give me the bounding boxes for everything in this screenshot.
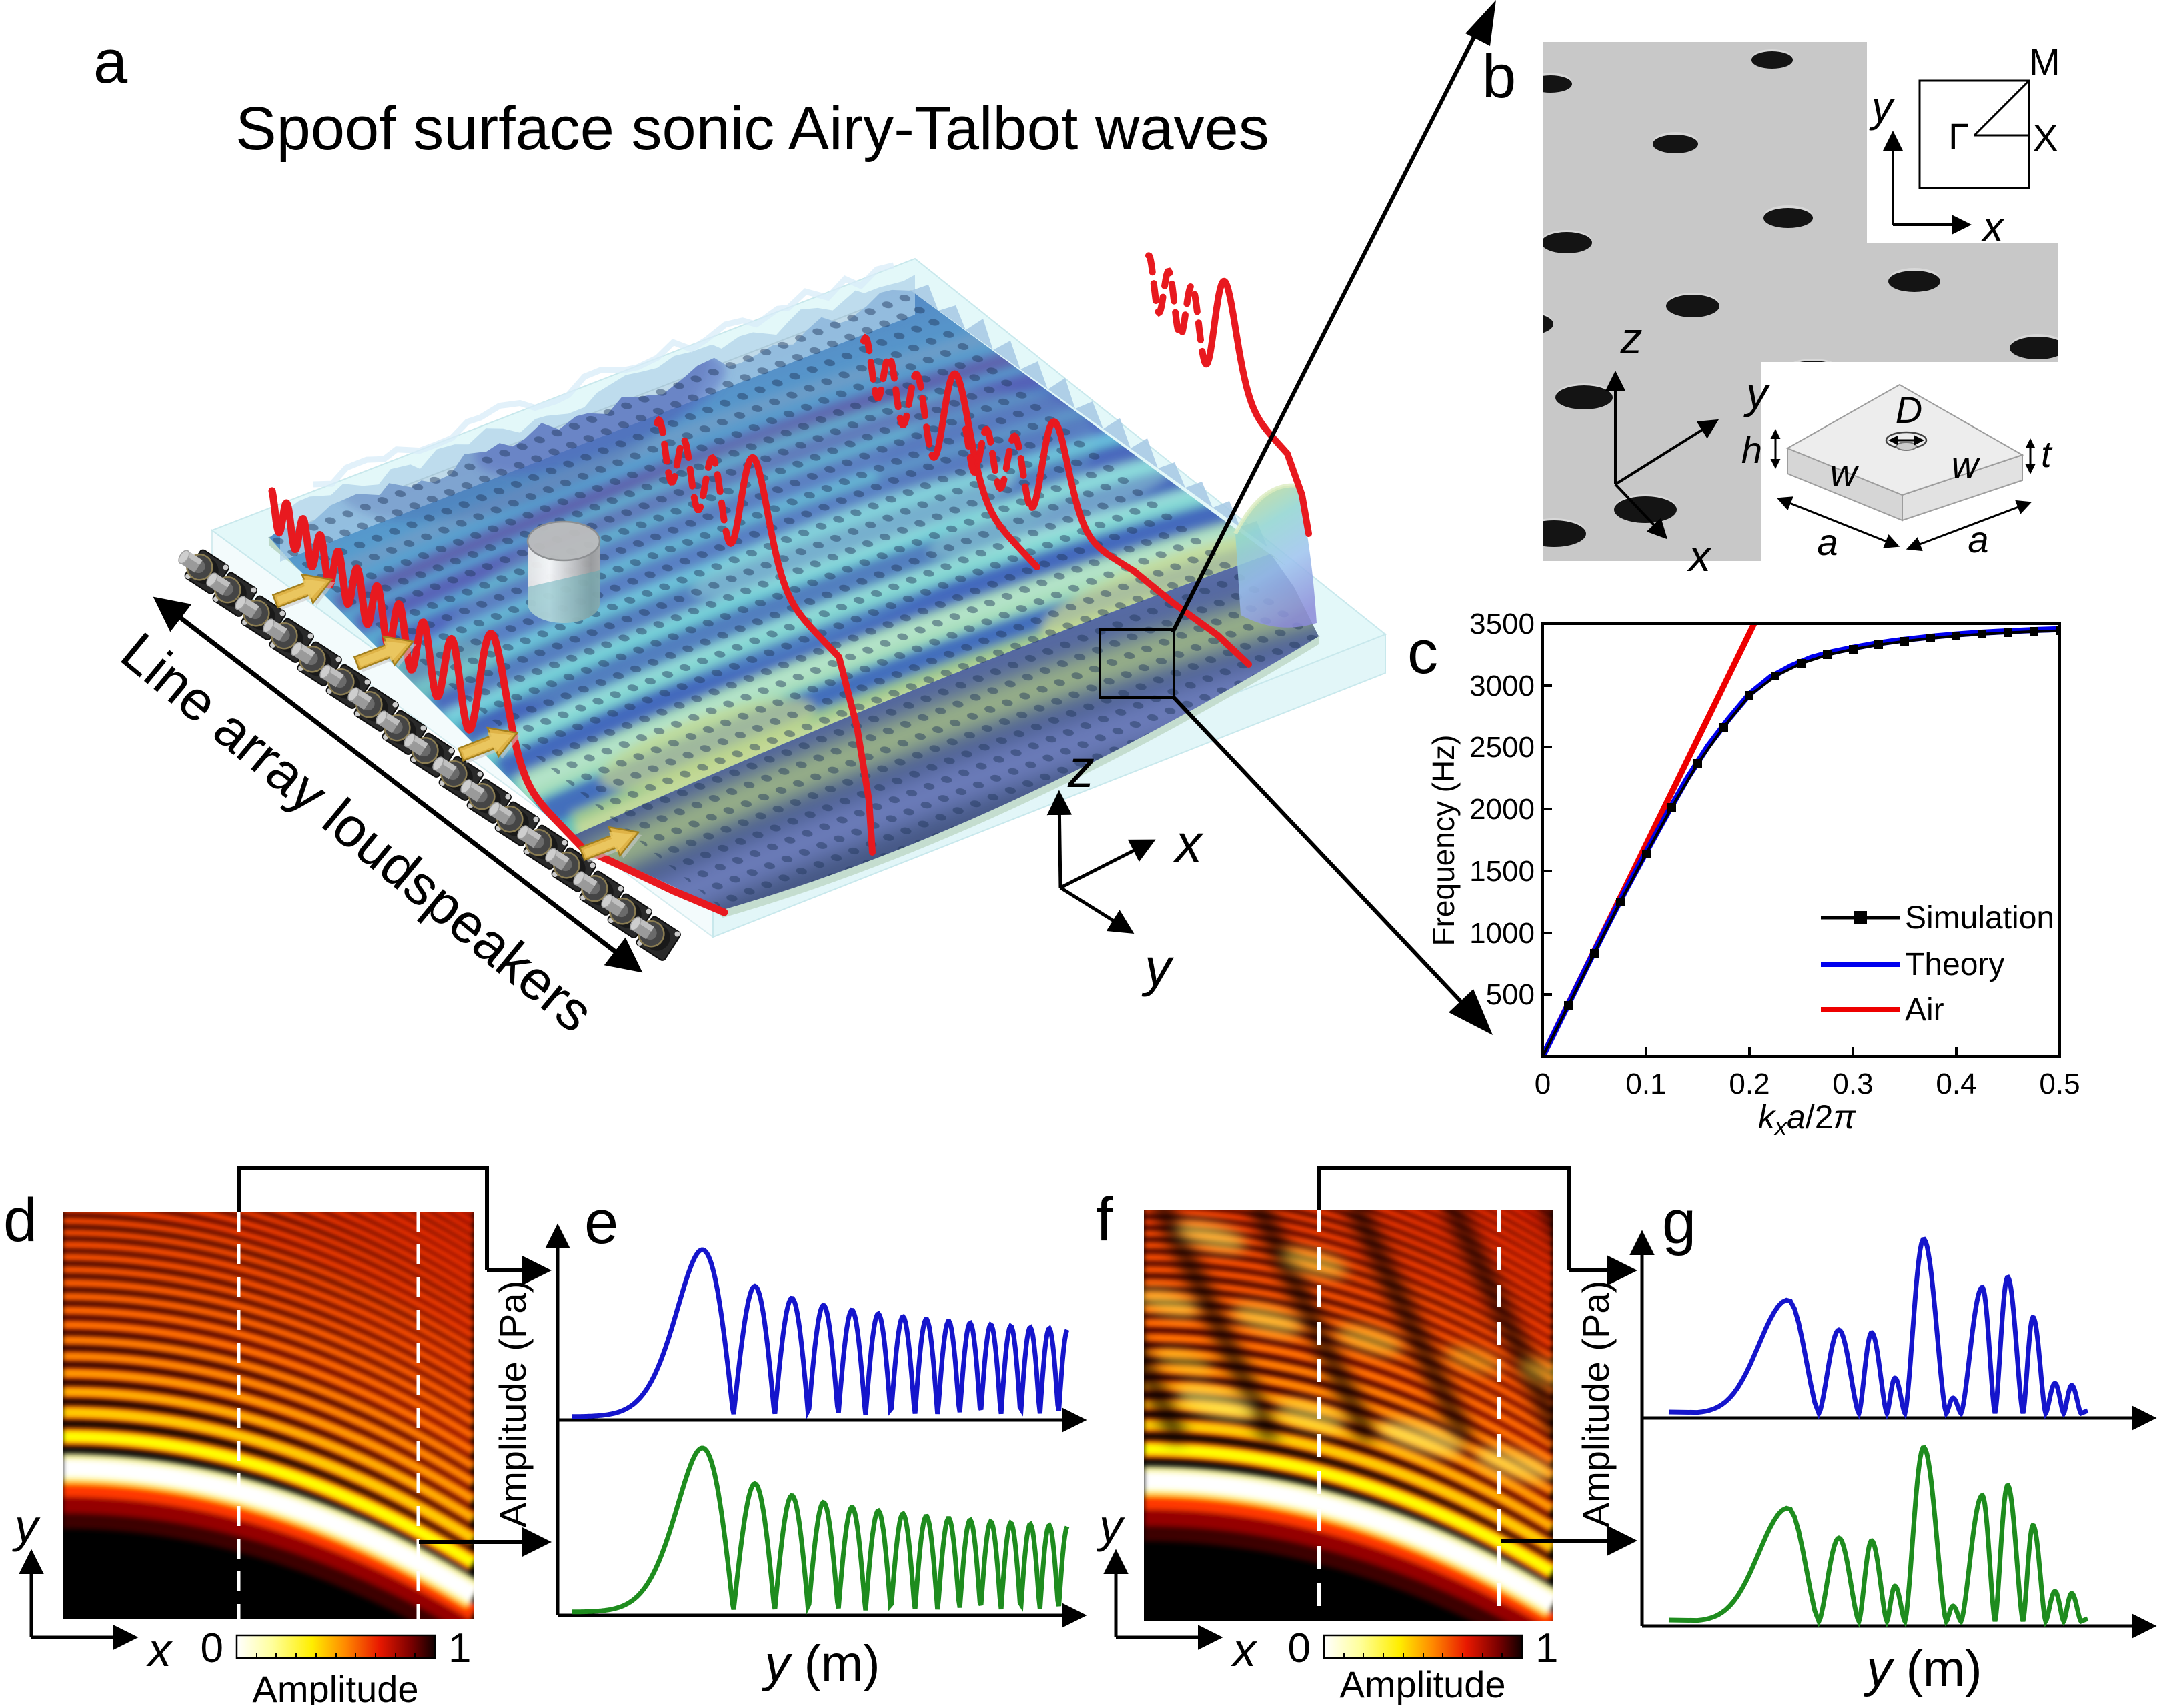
svg-text:2000: 2000 (1469, 793, 1535, 826)
svg-text:2500: 2500 (1469, 731, 1535, 764)
svg-text:1000: 1000 (1469, 917, 1535, 950)
svg-text:1: 1 (448, 1625, 471, 1671)
svg-text:e: e (584, 1188, 618, 1256)
svg-text:f: f (1096, 1186, 1113, 1254)
svg-text:d: d (3, 1186, 37, 1254)
svg-text:1: 1 (1535, 1625, 1558, 1671)
svg-text:1500: 1500 (1469, 855, 1535, 888)
svg-text:y: y (1869, 83, 1896, 131)
svg-text:0: 0 (1535, 1068, 1551, 1100)
svg-text:M: M (2029, 41, 2060, 83)
svg-text:0.4: 0.4 (1936, 1068, 1976, 1100)
svg-text:z: z (1620, 313, 1643, 363)
svg-text:X: X (2033, 117, 2058, 159)
svg-text:c: c (1407, 618, 1438, 686)
svg-text:a: a (1968, 518, 1988, 560)
svg-text:Frequency (Hz): Frequency (Hz) (1426, 735, 1461, 946)
svg-text:h: h (1741, 429, 1762, 471)
svg-text:x: x (146, 1624, 173, 1676)
svg-text:y: y (1141, 938, 1175, 997)
svg-text:500: 500 (1486, 978, 1535, 1011)
svg-text:0.1: 0.1 (1625, 1068, 1666, 1100)
svg-text:D: D (1896, 389, 1922, 431)
svg-text:g: g (1662, 1188, 1696, 1256)
svg-text:x: x (1687, 531, 1712, 580)
svg-text:z: z (1067, 739, 1095, 798)
svg-text:x: x (1980, 203, 2005, 251)
svg-text:3500: 3500 (1469, 608, 1535, 640)
svg-text:b: b (1482, 43, 1516, 111)
svg-text:Γ: Γ (1948, 115, 1969, 157)
svg-text:Air: Air (1905, 992, 1944, 1028)
svg-text:0: 0 (201, 1625, 223, 1671)
svg-text:x: x (1173, 814, 1204, 873)
svg-text:y: y (1097, 1500, 1125, 1552)
svg-text:0.2: 0.2 (1729, 1068, 1769, 1100)
svg-text:0: 0 (1288, 1625, 1311, 1671)
svg-text:y (m): y (m) (761, 1635, 880, 1692)
svg-text:Amplitude: Amplitude (252, 1668, 418, 1705)
svg-text:Amplitude (Pa): Amplitude (Pa) (1575, 1280, 1617, 1527)
svg-text:3000: 3000 (1469, 670, 1535, 702)
svg-text:w: w (1952, 444, 1981, 486)
svg-text:Amplitude (Pa): Amplitude (Pa) (492, 1280, 534, 1527)
svg-text:kxa/2π: kxa/2π (1758, 1098, 1857, 1140)
svg-text:t: t (2041, 433, 2053, 475)
svg-text:y: y (1743, 368, 1771, 417)
svg-text:Spoof surface sonic Airy-Talbo: Spoof surface sonic Airy-Talbot waves (235, 95, 1269, 163)
svg-text:0.3: 0.3 (1832, 1068, 1873, 1100)
svg-text:Amplitude: Amplitude (1339, 1663, 1505, 1705)
svg-text:a: a (93, 28, 128, 96)
svg-text:y (m): y (m) (1863, 1641, 1982, 1697)
svg-text:w: w (1830, 452, 1860, 494)
svg-text:0.5: 0.5 (2039, 1068, 2080, 1100)
svg-text:y: y (12, 1500, 41, 1552)
svg-text:Simulation: Simulation (1905, 900, 2054, 936)
svg-text:x: x (1231, 1624, 1258, 1676)
svg-text:a: a (1817, 521, 1838, 563)
svg-text:Theory: Theory (1905, 947, 2004, 982)
